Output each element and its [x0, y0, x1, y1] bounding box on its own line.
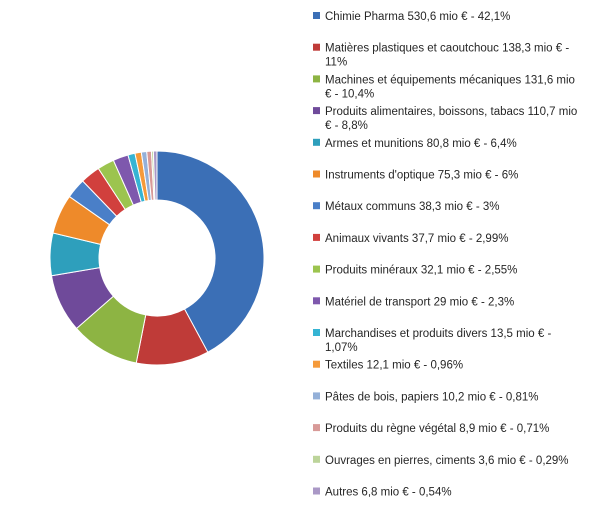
legend-label-9: Produits minéraux 32,1 mio € - 2,55%	[325, 265, 517, 277]
legend-label-6: Instruments d'optique 75,3 mio € - 6%	[325, 170, 518, 182]
legend-label-line: Instruments d'optique 75,3 mio € - 6%	[325, 170, 518, 182]
legend-marker-15	[313, 455, 320, 463]
legend-label-4: Produits alimentaires, boissons, tabacs …	[325, 106, 577, 132]
legend-label-5: Armes et munitions 80,8 mio € - 6,4%	[325, 138, 517, 150]
legend-label-line: Métaux communs 38,3 mio € - 3%	[325, 201, 500, 213]
legend-label-line: Animaux vivants 37,7 mio € - 2,99%	[325, 233, 508, 245]
legend-label-line: 11%	[325, 57, 347, 69]
legend-label-line: Produits minéraux 32,1 mio € - 2,55%	[325, 265, 517, 277]
legend-label-line: Machines et équipements mécaniques 131,6…	[325, 74, 575, 86]
legend-label-10: Matériel de transport 29 mio € - 2,3%	[325, 296, 514, 308]
pie-slice-16	[152, 150, 158, 201]
legend-label-line: Pâtes de bois, papiers 10,2 mio € - 0,81…	[325, 391, 539, 403]
legend-label-line: € - 8,8%	[325, 120, 368, 132]
legend-label-line: Autres 6,8 mio € - 0,54%	[325, 487, 452, 499]
legend-label-line: € - 10,4%	[325, 88, 374, 100]
legend-label-line: 1,07%	[325, 342, 358, 354]
legend-label-13: Pâtes de bois, papiers 10,2 mio € - 0,81…	[325, 391, 539, 403]
legend-label-8: Animaux vivants 37,7 mio € - 2,99%	[325, 233, 508, 245]
legend-marker-14	[313, 424, 320, 432]
legend-label-7: Métaux communs 38,3 mio € - 3%	[325, 201, 500, 213]
legend-label-line: Chimie Pharma 530,6 mio € - 42,1%	[325, 11, 510, 23]
legend-marker-2	[313, 43, 320, 51]
legend-marker-10	[313, 297, 320, 305]
legend-marker-13	[313, 392, 320, 400]
legend-marker-7	[313, 202, 320, 210]
legend-label-3: Machines et équipements mécaniques 131,6…	[325, 74, 575, 100]
legend-marker-3	[313, 75, 320, 83]
legend-label-line: Produits alimentaires, boissons, tabacs …	[325, 106, 577, 118]
legend-marker-5	[313, 138, 320, 146]
legend-label-line: Matières plastiques et caoutchouc 138,3 …	[325, 43, 569, 55]
legend-marker-11	[313, 329, 320, 336]
legend-label-14: Produits du règne végétal 8,9 mio € - 0,…	[325, 423, 549, 435]
legend-label-line: Armes et munitions 80,8 mio € - 6,4%	[325, 138, 517, 150]
legend-marker-12	[313, 360, 320, 368]
legend-label-11: Marchandises et produits divers 13,5 mio…	[325, 328, 551, 354]
donut-slices	[49, 150, 265, 366]
legend-label-1: Chimie Pharma 530,6 mio € - 42,1%	[325, 11, 510, 23]
legend-label-12: Textiles 12,1 mio € - 0,96%	[325, 360, 463, 372]
legend-marker-9	[313, 265, 320, 273]
legend-label-line: Matériel de transport 29 mio € - 2,3%	[325, 296, 514, 308]
chart-legend: Chimie Pharma 530,6 mio € - 42,1% Matière…	[313, 11, 577, 499]
legend-label-line: Produits du règne végétal 8,9 mio € - 0,…	[325, 423, 549, 435]
pie-slice-1	[156, 150, 265, 353]
legend-marker-4	[313, 107, 320, 115]
legend-label-line: Ouvrages en pierres, ciments 3,6 mio € -…	[325, 455, 569, 467]
legend-label-15: Ouvrages en pierres, ciments 3,6 mio € -…	[325, 455, 569, 467]
legend-marker-16	[313, 487, 320, 495]
legend-label-2: Matières plastiques et caoutchouc 138,3 …	[325, 43, 569, 69]
legend-marker-1	[313, 12, 320, 19]
legend-marker-8	[313, 233, 320, 241]
legend-marker-6	[313, 170, 320, 178]
legend-label-line: Textiles 12,1 mio € - 0,96%	[325, 360, 463, 372]
legend-label-line: Marchandises et produits divers 13,5 mio…	[325, 328, 551, 340]
legend-label-16: Autres 6,8 mio € - 0,54%	[325, 487, 452, 499]
